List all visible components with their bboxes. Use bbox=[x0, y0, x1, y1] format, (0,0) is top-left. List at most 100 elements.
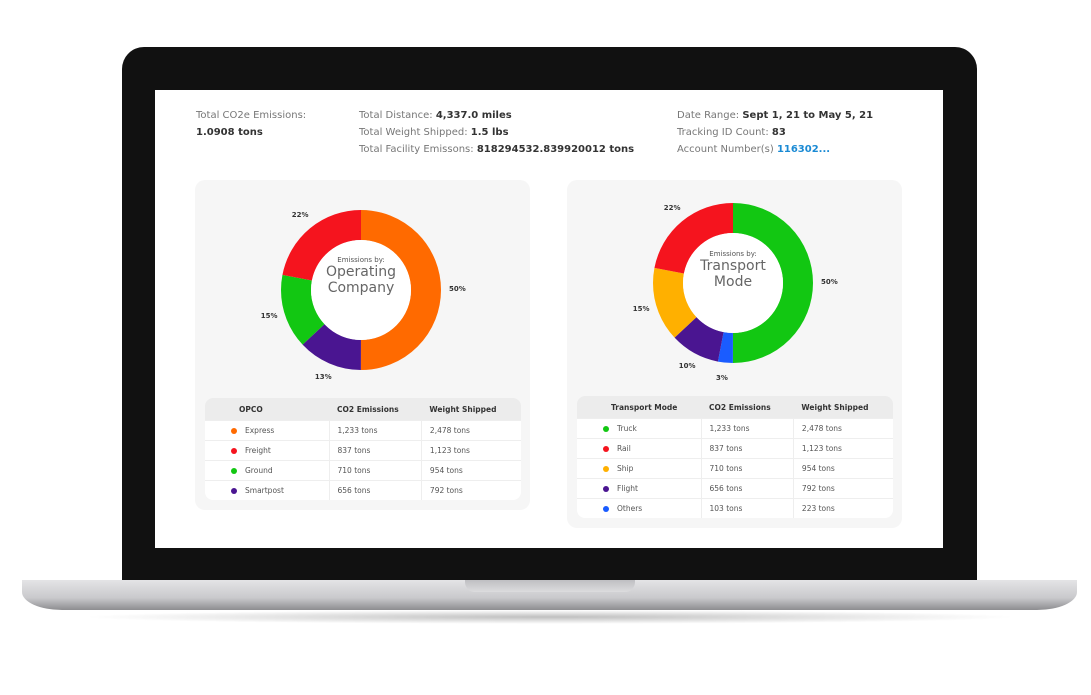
donut-slice-ship bbox=[653, 203, 813, 363]
table-row: Ground 710 tons 954 tons bbox=[205, 460, 521, 481]
row-name-cell: Ground bbox=[205, 460, 329, 481]
row-name: Rail bbox=[617, 444, 631, 453]
table-header-row: Transport Mode CO2 Emissions Weight Shippe… bbox=[577, 396, 893, 419]
weight-cell: 792 tons bbox=[420, 480, 521, 500]
weight-value: 1.5 lbs bbox=[470, 127, 509, 138]
column-header: CO2 Emissions bbox=[329, 398, 422, 421]
facility-label: Total Facility Emissons: bbox=[359, 144, 474, 155]
donut-label-ground: 15% bbox=[260, 311, 278, 320]
donut-label-rail: 22% bbox=[663, 204, 681, 213]
column-header: Transport Mode bbox=[577, 396, 701, 419]
weight-cell: 792 tons bbox=[792, 478, 893, 499]
distance-value: 4,337.0 miles bbox=[435, 110, 512, 121]
donut-label-freight: 22% bbox=[291, 211, 309, 220]
donut-slice-freight bbox=[281, 210, 441, 370]
weight-cell: 954 tons bbox=[792, 458, 893, 479]
tracking-value: 83 bbox=[771, 127, 786, 138]
table-row: Freight 837 tons 1,123 tons bbox=[205, 440, 521, 461]
donut-label-express: 50% bbox=[449, 285, 466, 293]
co2-value: 1.0908 tons bbox=[196, 127, 263, 138]
legend-dot-icon bbox=[603, 506, 609, 512]
donut-label-ship: 15% bbox=[632, 304, 650, 313]
co2-cell: 1,233 tons bbox=[328, 420, 422, 441]
donut-title-line1: Operating bbox=[326, 264, 396, 280]
donut-label-others: 3% bbox=[715, 373, 728, 382]
weight-cell: 1,123 tons bbox=[420, 440, 521, 461]
legend-dot-icon bbox=[231, 448, 237, 454]
co2-label: Total CO2e Emissions: bbox=[196, 110, 307, 121]
account-label: Account Number(s) bbox=[677, 144, 774, 155]
donut-title-line2: Company bbox=[327, 280, 395, 296]
donut-slice-ground bbox=[281, 210, 441, 370]
donut-subtitle: Emissions by: bbox=[337, 256, 385, 264]
row-name-cell: Freight bbox=[205, 440, 329, 461]
transport-card: Emissions by: Transport Mode Transport M… bbox=[567, 180, 902, 528]
row-name-cell: Flight bbox=[577, 478, 701, 499]
opco-donut-center: Emissions by: Operating Company bbox=[311, 256, 411, 296]
opco-table: OPCO CO2 Emissions Weight Shipped Express 1,… bbox=[205, 398, 521, 500]
table-row: Smartpost 656 tons 792 tons bbox=[205, 480, 521, 500]
donut-slice-rail bbox=[653, 203, 813, 363]
column-header: Weight Shipped bbox=[793, 396, 893, 419]
row-name-cell: Others bbox=[577, 498, 701, 518]
co2-cell: 1,233 tons bbox=[700, 418, 794, 439]
legend-dot-icon bbox=[603, 426, 609, 432]
donut-hole bbox=[683, 233, 783, 333]
summary-meta: Date Range: Sept 1, 21 to May 5, 21 Trac… bbox=[677, 107, 873, 158]
table-header-row: OPCO CO2 Emissions Weight Shipped bbox=[205, 398, 521, 421]
row-name-cell: Truck bbox=[577, 418, 701, 439]
transport-table: Transport Mode CO2 Emissions Weight Shippe… bbox=[577, 396, 893, 518]
laptop-base bbox=[22, 580, 1077, 610]
row-name: Smartpost bbox=[245, 486, 284, 495]
row-name: Flight bbox=[617, 484, 638, 493]
row-name: Ship bbox=[617, 464, 634, 473]
laptop-shadow bbox=[80, 610, 1020, 624]
row-name-cell: Rail bbox=[577, 438, 701, 459]
opco-card: Emissions by: Operating Company OPCO CO2 … bbox=[195, 180, 530, 510]
column-header: CO2 Emissions bbox=[701, 396, 794, 419]
table-row: Ship 710 tons 954 tons bbox=[577, 458, 893, 479]
table-row: Truck 1,233 tons 2,478 tons bbox=[577, 418, 893, 439]
weight-cell: 1,123 tons bbox=[792, 438, 893, 459]
legend-dot-icon bbox=[603, 486, 609, 492]
dashboard-screen: Total CO2e Emissions: 1.0908 tons Total … bbox=[155, 90, 943, 548]
donut-title-line2: Mode bbox=[713, 274, 753, 290]
weight-cell: 2,478 tons bbox=[792, 418, 893, 439]
transport-donut-chart bbox=[653, 203, 813, 363]
co2-cell: 710 tons bbox=[700, 458, 794, 479]
table-row: Rail 837 tons 1,123 tons bbox=[577, 438, 893, 459]
weight-cell: 2,478 tons bbox=[420, 420, 521, 441]
row-name: Truck bbox=[617, 424, 637, 433]
date-label: Date Range: bbox=[677, 110, 740, 121]
column-header: OPCO bbox=[205, 398, 329, 421]
row-name-cell: Express bbox=[205, 420, 329, 441]
summary-totals: Total Distance: 4,337.0 miles Total Weig… bbox=[359, 107, 634, 158]
tracking-label: Tracking ID Count: bbox=[677, 127, 769, 138]
table-row: Express 1,233 tons 2,478 tons bbox=[205, 420, 521, 441]
co2-cell: 103 tons bbox=[700, 498, 794, 518]
weight-cell: 223 tons bbox=[792, 498, 893, 518]
date-value: Sept 1, 21 to May 5, 21 bbox=[742, 110, 874, 121]
row-name-cell: Smartpost bbox=[205, 480, 329, 500]
distance-label: Total Distance: bbox=[359, 110, 433, 121]
column-header: Weight Shipped bbox=[421, 398, 521, 421]
donut-subtitle: Emissions by: bbox=[709, 250, 757, 258]
donut-title-line1: Transport bbox=[700, 258, 766, 274]
co2-cell: 837 tons bbox=[700, 438, 794, 459]
legend-dot-icon bbox=[603, 466, 609, 472]
table-row: Flight 656 tons 792 tons bbox=[577, 478, 893, 499]
co2-cell: 837 tons bbox=[328, 440, 422, 461]
donut-hole bbox=[311, 240, 411, 340]
co2-cell: 656 tons bbox=[700, 478, 794, 499]
laptop-notch bbox=[465, 580, 635, 592]
legend-dot-icon bbox=[231, 468, 237, 474]
row-name-cell: Ship bbox=[577, 458, 701, 479]
weight-label: Total Weight Shipped: bbox=[359, 127, 468, 138]
co2-cell: 656 tons bbox=[328, 480, 422, 500]
account-link[interactable]: 116302... bbox=[776, 144, 831, 155]
row-name: Freight bbox=[245, 446, 271, 455]
row-name: Others bbox=[617, 504, 643, 513]
co2-cell: 710 tons bbox=[328, 460, 422, 481]
row-name: Ground bbox=[245, 466, 273, 475]
legend-dot-icon bbox=[231, 428, 237, 434]
